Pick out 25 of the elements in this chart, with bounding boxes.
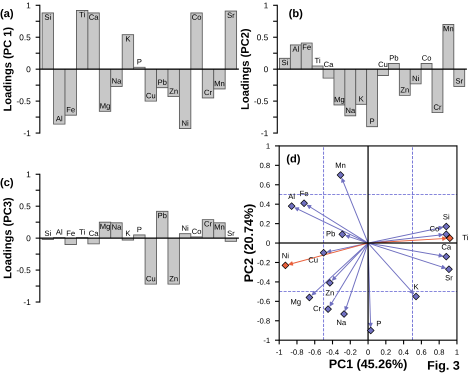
- y-tick-label: -1: [24, 130, 30, 136]
- chart-title: (b): [289, 9, 302, 20]
- y-tick-label: 0: [26, 235, 30, 242]
- y-tick-label: 1: [264, 2, 268, 8]
- y-tick-label: 0: [264, 66, 268, 72]
- y-tick-label: -0.5: [16, 267, 30, 274]
- y-tick-label: -0.5: [16, 98, 30, 104]
- y-tick-label: 1: [26, 172, 30, 178]
- y-tick-label: 0.5: [20, 34, 30, 40]
- y-tick-label: 0.5: [257, 34, 268, 40]
- y-tick-label: -1: [24, 299, 30, 306]
- y-axis-title: Loadings (PC2): [240, 28, 252, 110]
- x-axis-title: PC1 (45.26%): [330, 359, 407, 371]
- y-tick-label: 1: [26, 2, 30, 8]
- y-axis-title: PC2 (20.74%): [244, 204, 256, 282]
- y-tick-label: 0: [26, 66, 30, 72]
- y-tick-label: -1: [261, 130, 268, 136]
- text: (d): [286, 154, 300, 165]
- chart-title: (c): [0, 178, 14, 188]
- y-axis-title: Loadings (PC 1): [3, 27, 14, 111]
- chart-title: (a): [0, 9, 14, 20]
- caption: Fig. 3: [428, 360, 460, 372]
- y-tick-label: -0.5: [254, 98, 268, 104]
- y-axis-title: Loadings (PC3): [3, 198, 14, 278]
- y-tick-label: 0.5: [20, 203, 30, 210]
